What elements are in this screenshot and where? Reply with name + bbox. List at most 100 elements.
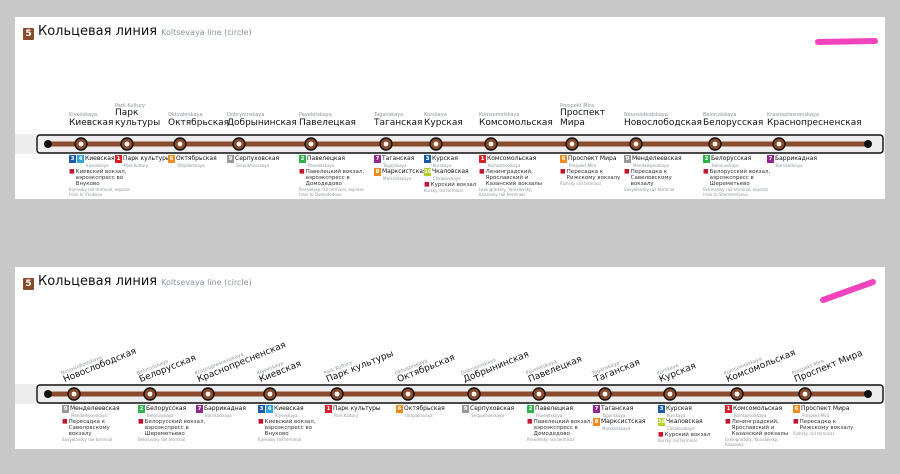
rail-terminal-note-en: Savyolovsky rail terminal (624, 187, 675, 192)
line-chip: 8 (374, 168, 381, 176)
rail-terminal-note-en: Kursky rail terminal (658, 438, 697, 443)
transfer-info: 1 Комсомольская Komsomolskaya ■Ленинградски… (479, 155, 548, 197)
line-chip: 9 (62, 405, 69, 413)
transfer-info: 6 Проспект Мира Prospekt Mira ■Пересадка к … (560, 155, 629, 186)
line-chip: 2 (527, 405, 534, 413)
rail-terminal-note-text: Павелецкий вокзал, аэроэкспресс в Домоде… (305, 169, 365, 187)
station-marker-center (536, 391, 542, 397)
line-chip: 7 (767, 155, 774, 163)
station-name-en: Prospekt Mira (560, 102, 595, 109)
rail-terminal-note: ■Киевский вокзал, аэроэкспресс во Внуков… (258, 419, 327, 438)
station-marker-center (602, 391, 608, 397)
transfer-info: 3 Курская Kurskaya 10Чкаловская Chkalovskaya… (658, 405, 727, 443)
transfer-station-name: Проспект Мира (568, 155, 617, 162)
transfer-station-name: Парк культуры (333, 405, 381, 412)
highlighter-mark (820, 279, 876, 303)
transfer-station-name: Марксистская (382, 168, 427, 175)
rail-terminal-note-text: Белорусский вокзал, аэроэкспресс в Шерем… (709, 169, 771, 187)
line-chip: 3 (69, 155, 76, 163)
station-name: Таганская (374, 117, 423, 128)
transfer-station-name: Парк культуры (123, 155, 171, 162)
rail-terminal-note-text: Пересадка к Савеловскому вокзалу (68, 419, 110, 437)
transfer-station-name-en: Oktyabrskaya (405, 413, 433, 418)
transfer-info: 2 Белорусская Belorusskaya ■Белорусский вок… (138, 405, 207, 442)
station-marker-center (308, 141, 314, 147)
title-subtitle: Koltsevaya line (circle) (161, 278, 252, 287)
transfer-row: 6 Октябрьская Oktyabrskaya (396, 405, 445, 418)
line-chip: 9 (624, 155, 631, 163)
station-name: Октябрьская (168, 117, 230, 128)
terminus-dot-right (864, 390, 872, 398)
transfer-row: 3 4 Киевская Kiyevskaya (258, 405, 327, 418)
station-label: Krasnopresnenskaya Краснопресненская (767, 113, 862, 128)
station-name: Добрынинская (227, 117, 297, 128)
transfer-row: 2 Павелецкая Paveletskaya (527, 405, 596, 418)
station-name-en: Kurskaya (424, 112, 447, 119)
terminus-dot-left (44, 140, 52, 148)
rail-terminal-note-en: Belorussky rail terminal (138, 437, 186, 442)
line-chip: 10 (658, 418, 666, 426)
rail-terminal-note-en: Belorussky rail terminal, express train … (703, 187, 769, 197)
transfer-row: 9 Менделеевская Mendeleyevskaya (624, 155, 693, 168)
transfer-station-name-en: Marksistskaya (602, 426, 631, 431)
station-label: Dobryninskaya Добрынинская (227, 113, 297, 128)
station-name: Комсомольская (479, 117, 553, 128)
train-icon: ■ (725, 418, 731, 425)
station-marker-center (734, 391, 740, 397)
train-icon: ■ (560, 168, 566, 175)
rail-terminal-note-en: Rizhsky rail terminal (793, 431, 834, 436)
station-name: Павелецкая (299, 117, 356, 128)
transfer-station-name: Серпуховская (470, 405, 515, 412)
line-chip: 2 (299, 155, 306, 163)
station-label: Oktyabrskaya Октябрьская (168, 113, 229, 128)
transfer-row: 7 Баррикадная Barrikadnaya (196, 405, 246, 418)
panel-1: 5 Кольцевая линия Koltsevaya line (circle… (15, 17, 885, 199)
line-chip: 7 (196, 405, 203, 413)
line-chip: 6 (560, 155, 567, 163)
train-icon: ■ (624, 168, 630, 175)
rail-terminal-note: ■Ленинградский, Ярославский и Казанский … (479, 168, 548, 188)
transfer-station-name: Чкаловская (432, 168, 469, 175)
transfer-station-name: Баррикадная (204, 405, 246, 412)
rail-terminal-note-en: Paveletsky rail terminal, express train … (299, 187, 364, 197)
transfer-station-name-en: Prospekt Mira (802, 413, 830, 418)
transfer-row: 3 4 Киевская Kiyevskaya (69, 155, 138, 168)
line-chip: 4 (77, 155, 84, 163)
highlighter-mark (815, 38, 878, 45)
transfer-info: 2 Белорусская Belorusskaya ■Белорусский вок… (703, 155, 772, 197)
transfer-row: 1 Комсомольская Komsomolskaya (725, 405, 794, 418)
transfer-info: 9 Серпуховская Serpukhovskaya (227, 155, 279, 168)
station-name-en: Kiyevskaya (69, 112, 98, 119)
rail-terminal-note: ■Павелецкий вокзал, аэроэкспресс в Домод… (299, 169, 368, 188)
line-chip: 9 (227, 155, 234, 163)
train-icon: ■ (479, 168, 485, 175)
line-chip: 9 (462, 405, 469, 413)
line-chip: 1 (725, 405, 732, 413)
transfer-station-name: Менделеевская (70, 405, 120, 412)
rail-terminal-note: ■Пересадка к Савеловскому вокзалу (62, 418, 131, 438)
transfer-info: 7 Таганская Taganskaya 8 Марксистская Marksis… (374, 155, 427, 181)
train-icon: ■ (69, 168, 75, 175)
transfer-row: 10Чкаловская Chkalovskaya (658, 418, 727, 431)
transfer-row: 8 Марксистская Marksistskaya (593, 418, 646, 431)
terminus-dot-right (864, 140, 872, 148)
transfer-info: 1 Комсомольская Komsomolskaya ■Ленинградски… (725, 405, 794, 447)
transfer-row: 7 Таганская Taganskaya (593, 405, 646, 418)
line-chip: 10 (424, 168, 432, 176)
station-marker-center (405, 391, 411, 397)
line-chip: 6 (168, 155, 175, 163)
track-frame (36, 134, 884, 154)
station-name: Парк культуры (115, 108, 161, 128)
station-marker-center (776, 141, 782, 147)
transfer-row: 2 Белорусская Belorusskaya (703, 155, 772, 168)
rail-terminal-note: ■Курский вокзал (658, 432, 727, 439)
train-icon: ■ (62, 418, 68, 425)
transfer-station-name: Таганская (382, 155, 415, 162)
rail-terminal-note: ■Пересадка к Рижскому вокзалу (560, 168, 629, 182)
transfer-station-name-en: Paveletskaya (536, 413, 563, 418)
transfer-station-name: Белорусская (146, 405, 187, 412)
rail-terminal-note-text: Пересадка к Рижскому вокзалу (799, 419, 854, 431)
station-marker-center (205, 391, 211, 397)
station-name-en: Dobryninskaya (227, 112, 265, 119)
line-chip: 1 (115, 155, 122, 163)
